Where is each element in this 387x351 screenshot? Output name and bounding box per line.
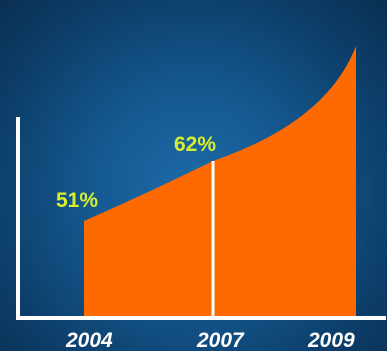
data-label-2007: 62%	[174, 133, 216, 156]
data-label-2004: 51%	[56, 189, 98, 212]
x-tick-label-2009: 2009	[307, 329, 355, 351]
area-series	[84, 46, 356, 318]
x-tick-label-2007: 2007	[196, 329, 245, 351]
x-tick-label-2004: 2004	[65, 329, 113, 351]
